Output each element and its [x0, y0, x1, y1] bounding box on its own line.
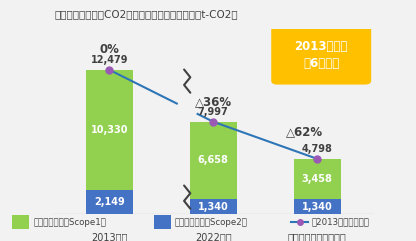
Bar [294, 159, 341, 199]
Bar [190, 122, 237, 199]
Text: 2013年度比
約6割削減: 2013年度比 約6割削減 [295, 40, 348, 70]
Bar [86, 70, 133, 190]
FancyBboxPatch shape [12, 215, 29, 229]
Text: 1,340: 1,340 [198, 202, 228, 212]
Text: 12,479: 12,479 [90, 55, 128, 65]
Bar [294, 199, 341, 214]
Bar [86, 190, 133, 214]
FancyBboxPatch shape [271, 25, 371, 85]
Text: 6,658: 6,658 [198, 155, 229, 165]
Text: △36%: △36% [195, 95, 232, 108]
Bar [190, 199, 237, 214]
Text: 本プロジェクト達成後: 本プロジェクト達成後 [288, 232, 347, 241]
Text: 2022年度: 2022年度 [195, 232, 232, 241]
Text: 4,798: 4,798 [302, 144, 333, 154]
Text: ：2013年度比増減率: ：2013年度比増減率 [312, 218, 370, 227]
Text: 0%: 0% [99, 43, 119, 56]
Text: △62%: △62% [286, 125, 323, 138]
Text: 2,149: 2,149 [94, 197, 124, 207]
Text: 3,458: 3,458 [302, 174, 333, 184]
Text: ：直接排出量（Scope1）: ：直接排出量（Scope1） [33, 218, 106, 227]
Text: 常陽銀行におけるCO2排出量の削減状況（単位：t-CO2）: 常陽銀行におけるCO2排出量の削減状況（単位：t-CO2） [54, 10, 238, 20]
Text: 1,340: 1,340 [302, 202, 332, 212]
FancyBboxPatch shape [154, 215, 171, 229]
Text: 10,330: 10,330 [90, 125, 128, 135]
Text: ：間接排出量（Scope2）: ：間接排出量（Scope2） [175, 218, 248, 227]
Text: 2013年度: 2013年度 [91, 232, 127, 241]
Text: 7,997: 7,997 [198, 107, 228, 117]
